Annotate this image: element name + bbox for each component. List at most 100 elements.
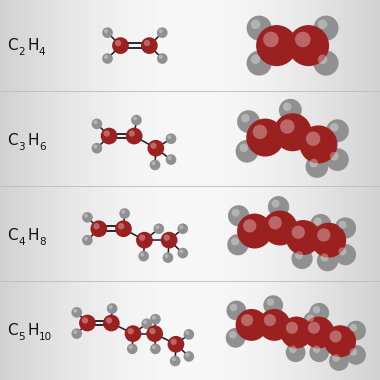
Circle shape [163, 252, 173, 263]
Bar [156, 0, 158, 380]
Bar [342, 0, 344, 380]
Circle shape [179, 225, 183, 229]
Circle shape [118, 223, 124, 230]
Bar [285, 0, 287, 380]
Circle shape [264, 314, 276, 326]
Circle shape [269, 216, 282, 230]
Circle shape [115, 40, 121, 46]
Bar [167, 0, 169, 380]
Circle shape [268, 196, 289, 217]
Bar [13, 0, 16, 380]
Bar [127, 0, 130, 380]
Circle shape [339, 221, 347, 229]
Bar [376, 0, 378, 380]
Circle shape [247, 16, 272, 41]
Circle shape [159, 29, 163, 33]
Circle shape [280, 119, 294, 134]
Circle shape [335, 244, 356, 265]
Bar [312, 0, 314, 380]
Circle shape [141, 37, 158, 54]
Bar [304, 0, 306, 380]
Bar [300, 0, 302, 380]
Circle shape [184, 329, 194, 340]
Bar [268, 0, 270, 380]
Circle shape [267, 298, 274, 306]
Circle shape [82, 212, 93, 223]
Circle shape [104, 55, 108, 59]
Bar [154, 0, 156, 380]
Circle shape [128, 130, 135, 137]
Bar [160, 0, 162, 380]
Bar [42, 0, 44, 380]
Bar [230, 0, 232, 380]
Bar [190, 0, 192, 380]
Bar [308, 0, 310, 380]
Circle shape [309, 342, 329, 362]
Circle shape [92, 143, 102, 154]
Bar [106, 0, 109, 380]
Bar [331, 0, 333, 380]
Circle shape [226, 328, 245, 348]
Bar [36, 0, 38, 380]
Circle shape [306, 131, 320, 146]
Circle shape [168, 156, 171, 160]
Circle shape [280, 317, 312, 348]
Text: C: C [8, 228, 18, 243]
Circle shape [299, 125, 337, 163]
Bar [158, 0, 160, 380]
Bar [346, 0, 348, 380]
Bar [0, 0, 2, 380]
Circle shape [90, 220, 107, 237]
Bar [40, 0, 42, 380]
Bar [110, 0, 112, 380]
Bar [87, 0, 90, 380]
Circle shape [93, 223, 100, 230]
Bar [247, 0, 249, 380]
Bar [137, 0, 139, 380]
Bar [355, 0, 358, 380]
Circle shape [141, 318, 152, 329]
Bar [367, 0, 369, 380]
Circle shape [241, 314, 253, 326]
Circle shape [241, 114, 250, 122]
Circle shape [307, 314, 314, 322]
Circle shape [177, 223, 188, 234]
Bar [118, 0, 120, 380]
Circle shape [314, 51, 339, 76]
Text: 8: 8 [39, 238, 45, 247]
Circle shape [121, 210, 125, 214]
Bar [49, 0, 52, 380]
Bar [234, 0, 236, 380]
Circle shape [109, 305, 112, 309]
Circle shape [237, 214, 272, 249]
Bar [72, 0, 74, 380]
Bar [336, 0, 339, 380]
Circle shape [286, 220, 321, 255]
Bar [65, 0, 67, 380]
Bar [171, 0, 173, 380]
Circle shape [247, 51, 272, 76]
Bar [374, 0, 377, 380]
Bar [2, 0, 4, 380]
Bar [93, 0, 95, 380]
Bar [222, 0, 225, 380]
Bar [361, 0, 363, 380]
Circle shape [230, 304, 238, 311]
Circle shape [71, 307, 82, 318]
Text: 10: 10 [39, 332, 52, 342]
Bar [122, 0, 124, 380]
Circle shape [313, 345, 320, 353]
Circle shape [104, 29, 108, 33]
Bar [59, 0, 61, 380]
Circle shape [227, 234, 249, 255]
Bar [21, 0, 23, 380]
Bar [258, 0, 261, 380]
Bar [173, 0, 175, 380]
Circle shape [103, 315, 120, 331]
Circle shape [136, 232, 153, 249]
Circle shape [253, 125, 267, 139]
Circle shape [318, 20, 327, 29]
Circle shape [82, 317, 88, 324]
Bar [34, 0, 36, 380]
Circle shape [131, 115, 142, 125]
